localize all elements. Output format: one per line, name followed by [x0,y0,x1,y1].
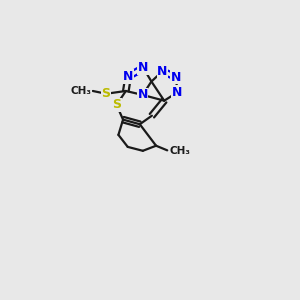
Text: N: N [171,70,181,84]
Text: N: N [137,88,148,101]
Text: N: N [172,86,182,99]
Text: N: N [123,70,134,83]
Text: CH₃: CH₃ [71,86,92,96]
Text: CH₃: CH₃ [169,146,190,157]
Text: N: N [157,65,167,78]
Text: N: N [138,61,148,74]
Text: S: S [102,87,111,100]
Text: S: S [112,98,121,111]
